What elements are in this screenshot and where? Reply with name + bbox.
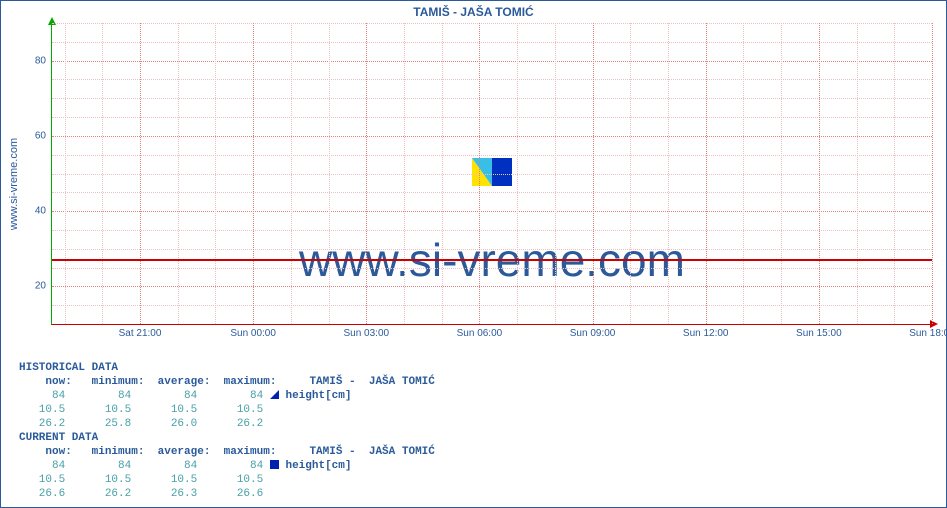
gridline-v-minor bbox=[668, 23, 669, 324]
gridline-v-minor bbox=[215, 23, 216, 324]
table-row: 10.5 10.5 10.5 10.5 bbox=[19, 403, 932, 417]
gridline-h bbox=[52, 155, 932, 156]
x-tick-label: Sun 03:00 bbox=[343, 328, 389, 339]
data-tables: HISTORICAL DATA now: minimum: average: m… bbox=[19, 361, 932, 501]
gridline-h bbox=[52, 211, 932, 212]
gridline-v-minor bbox=[178, 23, 179, 324]
gridline-v-minor bbox=[517, 23, 518, 324]
gridline-v-minor bbox=[404, 23, 405, 324]
table-row: 84 84 84 84 height[cm] bbox=[19, 389, 932, 403]
table-header-row: now: minimum: average: maximum: TAMIŠ - … bbox=[19, 445, 932, 459]
unit-label: height[cm] bbox=[285, 460, 351, 472]
table-row: 84 84 84 84 height[cm] bbox=[19, 459, 932, 473]
chart-title: TAMIŠ - JAŠA TOMIĆ bbox=[1, 5, 946, 19]
table-title: CURRENT DATA bbox=[19, 431, 932, 445]
table-row: 10.5 10.5 10.5 10.5 bbox=[19, 473, 932, 487]
gridline-h bbox=[52, 98, 932, 99]
gridline-v-minor bbox=[894, 23, 895, 324]
table-row: 26.6 26.2 26.3 26.6 bbox=[19, 487, 932, 501]
x-tick-label: Sun 15:00 bbox=[796, 328, 842, 339]
watermark-logo-icon bbox=[472, 158, 512, 186]
x-tick-label: Sun 09:00 bbox=[570, 328, 616, 339]
plot-area: www.si-vreme.com 20406080Sat 21:00Sun 00… bbox=[51, 23, 932, 325]
gridline-h bbox=[52, 305, 932, 306]
gridline-v bbox=[366, 23, 367, 324]
gridline-h bbox=[52, 61, 932, 62]
gridline-v bbox=[706, 23, 707, 324]
gridline-h bbox=[52, 174, 932, 175]
x-tick-label: Sun 00:00 bbox=[230, 328, 276, 339]
x-tick-label: Sun 18:00 bbox=[909, 328, 947, 339]
y-tick-label: 40 bbox=[35, 206, 46, 217]
gridline-v-minor bbox=[743, 23, 744, 324]
legend-square-icon bbox=[270, 390, 279, 399]
gridline-v-minor bbox=[65, 23, 66, 324]
gridline-v-minor bbox=[442, 23, 443, 324]
data-series-line bbox=[52, 259, 932, 261]
x-tick-label: Sat 21:00 bbox=[119, 328, 162, 339]
gridline-v-minor bbox=[857, 23, 858, 324]
gridline-v-minor bbox=[329, 23, 330, 324]
gridline-h bbox=[52, 249, 932, 250]
table-header-row: now: minimum: average: maximum: TAMIŠ - … bbox=[19, 375, 932, 389]
gridline-h bbox=[52, 79, 932, 80]
gridline-h bbox=[52, 42, 932, 43]
y-axis-label-container: www.si-vreme.com bbox=[5, 1, 23, 367]
y-axis-label: www.si-vreme.com bbox=[8, 138, 20, 230]
x-tick-label: Sun 12:00 bbox=[683, 328, 729, 339]
gridline-v bbox=[253, 23, 254, 324]
gridline-h bbox=[52, 117, 932, 118]
gridline-v bbox=[593, 23, 594, 324]
unit-label: height[cm] bbox=[285, 390, 351, 402]
gridline-v bbox=[140, 23, 141, 324]
y-tick-label: 20 bbox=[35, 281, 46, 292]
y-tick-label: 80 bbox=[35, 55, 46, 66]
chart-region: www.si-vreme.com 20406080Sat 21:00Sun 00… bbox=[51, 23, 932, 345]
gridline-h bbox=[52, 286, 932, 287]
x-tick-label: Sun 06:00 bbox=[457, 328, 503, 339]
legend-square-icon bbox=[270, 460, 279, 469]
gridline-h bbox=[52, 230, 932, 231]
gridline-v bbox=[819, 23, 820, 324]
gridline-v-minor bbox=[781, 23, 782, 324]
table-title: HISTORICAL DATA bbox=[19, 361, 932, 375]
gridline-h bbox=[52, 136, 932, 137]
gridline-h bbox=[52, 23, 932, 24]
gridline-h bbox=[52, 268, 932, 269]
y-tick-label: 60 bbox=[35, 130, 46, 141]
gridline-v bbox=[932, 23, 933, 324]
gridline-v-minor bbox=[291, 23, 292, 324]
table-row: 26.2 25.8 26.0 26.2 bbox=[19, 417, 932, 431]
gridline-v-minor bbox=[102, 23, 103, 324]
gridline-v-minor bbox=[555, 23, 556, 324]
gridline-v bbox=[479, 23, 480, 324]
gridline-h bbox=[52, 192, 932, 193]
gridline-v-minor bbox=[630, 23, 631, 324]
